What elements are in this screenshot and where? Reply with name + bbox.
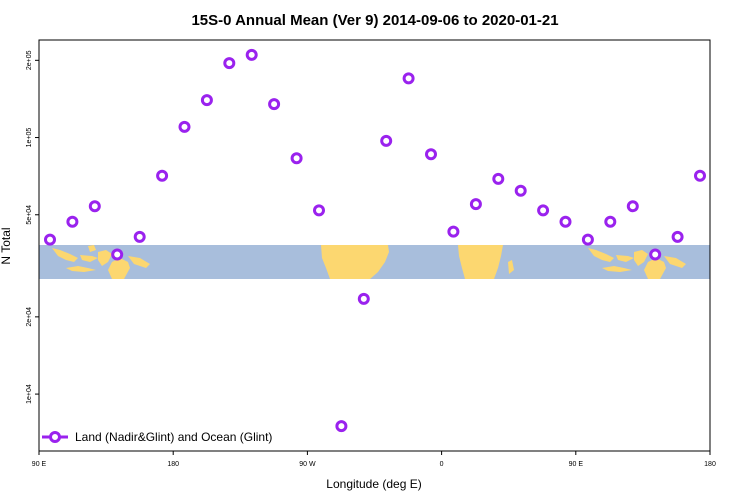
data-point xyxy=(514,184,527,197)
y-tick-label: 2e+04 xyxy=(26,307,33,327)
data-point xyxy=(133,230,146,243)
x-axis: 90 E 180 90 W 0 90 E 180 xyxy=(32,451,716,468)
data-point xyxy=(245,48,258,61)
y-tick-label: 2e+05 xyxy=(26,50,33,70)
x-tick-label: 180 xyxy=(704,461,716,468)
x-tick-label: 90 E xyxy=(32,461,47,468)
data-point xyxy=(694,169,706,182)
data-points xyxy=(44,48,706,433)
data-point xyxy=(44,233,56,246)
plot-frame xyxy=(38,39,711,452)
legend-label: Land (Nadir&Glint) and Ocean (Glint) xyxy=(75,430,272,444)
data-point xyxy=(88,200,101,213)
x-axis-label: Longitude (deg E) xyxy=(326,477,421,491)
data-point xyxy=(537,204,550,217)
x-tick-label: 90 W xyxy=(299,461,316,468)
data-point xyxy=(447,225,460,238)
y-tick-label: 1e+04 xyxy=(26,384,33,404)
data-point xyxy=(268,98,281,111)
land-indonesia-right xyxy=(588,248,686,279)
data-point xyxy=(469,198,482,211)
map-band xyxy=(39,245,710,279)
data-point xyxy=(581,233,594,246)
data-point xyxy=(335,420,348,433)
data-point xyxy=(66,215,79,228)
legend: Land (Nadir&Glint) and Ocean (Glint) xyxy=(42,430,272,444)
data-point xyxy=(649,248,662,261)
chart-title: 15S-0 Annual Mean (Ver 9) 2014-09-06 to … xyxy=(191,12,558,29)
y-tick-label: 5e+04 xyxy=(26,205,33,225)
data-point xyxy=(559,215,572,228)
x-tick-label: 180 xyxy=(167,461,179,468)
x-tick-label: 0 xyxy=(440,461,444,468)
data-point xyxy=(178,120,191,133)
data-point xyxy=(313,204,325,217)
y-axis-label: N Total xyxy=(0,227,13,264)
y-axis: 1e+04 2e+04 5e+04 1e+05 2e+05 xyxy=(26,50,39,404)
data-point xyxy=(156,169,169,182)
data-point xyxy=(492,172,505,185)
data-point xyxy=(626,200,639,213)
data-point xyxy=(357,292,370,305)
data-point xyxy=(425,148,437,161)
data-point xyxy=(604,215,617,228)
x-tick-label: 90 E xyxy=(569,461,584,468)
y-tick-label: 1e+05 xyxy=(26,128,33,148)
data-point xyxy=(223,57,236,70)
data-point xyxy=(671,230,684,243)
land-south-america xyxy=(321,245,389,279)
legend-marker xyxy=(49,431,61,443)
data-point xyxy=(200,94,213,107)
land-indonesia-left xyxy=(52,245,150,279)
data-point xyxy=(380,134,393,147)
land-africa xyxy=(458,245,514,279)
data-point xyxy=(111,248,124,261)
data-point xyxy=(402,72,415,85)
data-point xyxy=(290,152,303,165)
